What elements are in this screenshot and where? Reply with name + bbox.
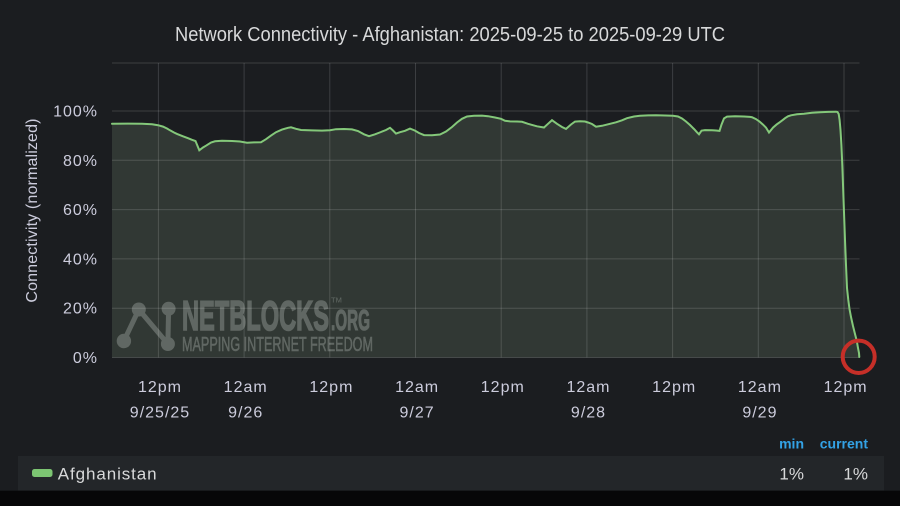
svg-text:40%: 40% — [63, 251, 98, 268]
svg-text:TM: TM — [331, 296, 342, 305]
svg-text:.ORG: .ORG — [331, 305, 370, 337]
svg-text:0%: 0% — [73, 350, 98, 367]
svg-text:1%: 1% — [843, 465, 868, 484]
svg-text:Afghanistan: Afghanistan — [58, 465, 158, 484]
svg-text:Network Connectivity - Afghani: Network Connectivity - Afghanistan: 2025… — [175, 24, 725, 46]
svg-text:9/29: 9/29 — [742, 405, 777, 422]
svg-text:9/25/25: 9/25/25 — [130, 405, 190, 422]
svg-text:12pm: 12pm — [138, 379, 182, 396]
svg-text:12pm: 12pm — [824, 379, 868, 396]
svg-text:1%: 1% — [779, 465, 804, 484]
svg-text:80%: 80% — [63, 153, 98, 170]
svg-text:9/26: 9/26 — [228, 405, 263, 422]
svg-text:12am: 12am — [738, 379, 782, 396]
svg-text:60%: 60% — [63, 202, 98, 219]
svg-text:20%: 20% — [63, 301, 98, 318]
svg-text:100%: 100% — [53, 104, 98, 121]
svg-text:12am: 12am — [566, 379, 610, 396]
svg-text:9/28: 9/28 — [571, 405, 606, 422]
svg-text:NETBLOCKS: NETBLOCKS — [182, 292, 329, 339]
svg-text:min: min — [779, 436, 804, 452]
svg-text:12pm: 12pm — [309, 379, 353, 396]
svg-text:9/27: 9/27 — [400, 405, 435, 422]
svg-text:12pm: 12pm — [652, 379, 696, 396]
svg-text:MAPPING INTERNET FREEDOM: MAPPING INTERNET FREEDOM — [182, 334, 373, 356]
svg-text:current: current — [820, 436, 869, 452]
svg-text:12pm: 12pm — [481, 379, 525, 396]
svg-text:12am: 12am — [224, 379, 268, 396]
svg-text:12am: 12am — [395, 379, 439, 396]
svg-text:Connectivity (normalized): Connectivity (normalized) — [24, 118, 41, 302]
